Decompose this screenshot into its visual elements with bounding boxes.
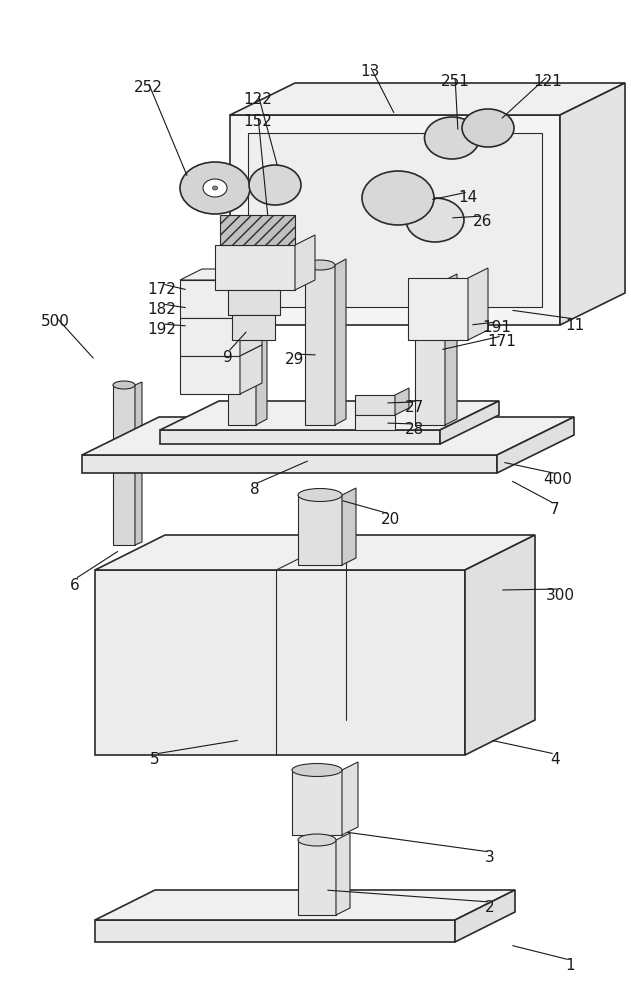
Polygon shape [248,133,542,307]
Polygon shape [180,356,240,394]
Polygon shape [180,318,240,356]
Polygon shape [445,274,457,425]
Text: 4: 4 [550,752,560,768]
Text: 6: 6 [70,578,80,592]
Polygon shape [560,83,625,325]
Text: 500: 500 [40,314,69,330]
Polygon shape [342,488,356,565]
Text: 251: 251 [440,75,469,90]
Ellipse shape [180,162,250,214]
Polygon shape [355,395,395,415]
Text: 2: 2 [485,900,495,916]
Text: 152: 152 [244,114,273,129]
Text: 7: 7 [550,502,560,518]
Polygon shape [95,920,455,942]
Polygon shape [135,382,142,545]
Polygon shape [342,762,358,835]
Text: 26: 26 [473,215,493,230]
Text: 14: 14 [458,190,478,206]
Ellipse shape [305,260,335,270]
Text: 11: 11 [565,318,585,332]
Polygon shape [230,115,560,325]
Text: 3: 3 [485,850,495,865]
Polygon shape [298,495,342,565]
Polygon shape [455,890,515,942]
Text: 192: 192 [148,322,177,338]
Polygon shape [95,890,515,920]
Polygon shape [82,417,574,455]
Text: 172: 172 [148,282,177,298]
Ellipse shape [406,198,464,242]
Ellipse shape [462,109,514,147]
Ellipse shape [298,488,342,502]
Polygon shape [230,83,625,115]
Text: 182: 182 [148,302,177,318]
Text: 29: 29 [285,353,305,367]
Polygon shape [240,269,262,318]
Polygon shape [232,315,275,340]
Polygon shape [295,235,315,290]
Polygon shape [220,215,295,245]
Ellipse shape [113,381,135,389]
Ellipse shape [362,171,434,225]
Polygon shape [465,535,535,755]
Polygon shape [228,290,280,315]
Polygon shape [335,259,346,425]
Text: 252: 252 [134,81,162,96]
Text: 191: 191 [483,320,512,336]
Text: 13: 13 [360,64,380,80]
Polygon shape [180,269,262,280]
Text: 9: 9 [223,351,233,365]
Polygon shape [240,307,262,356]
Polygon shape [408,278,468,340]
Ellipse shape [298,834,336,846]
Polygon shape [180,280,240,318]
Ellipse shape [249,165,301,205]
Text: 121: 121 [534,75,562,90]
Polygon shape [336,833,350,915]
Ellipse shape [292,764,342,776]
Polygon shape [95,535,535,570]
Polygon shape [95,570,465,755]
Polygon shape [298,840,336,915]
Polygon shape [440,401,499,444]
Polygon shape [113,385,135,545]
Text: 27: 27 [405,400,425,416]
Polygon shape [160,401,499,430]
Polygon shape [228,280,256,425]
Text: 171: 171 [488,334,516,350]
Polygon shape [82,455,497,473]
Text: 300: 300 [546,587,574,602]
Polygon shape [292,770,342,835]
Text: 20: 20 [380,512,399,528]
Text: 122: 122 [244,93,273,107]
Ellipse shape [213,186,218,190]
Text: 8: 8 [250,483,260,497]
Polygon shape [215,245,295,290]
Polygon shape [468,268,488,340]
Text: 1: 1 [565,958,575,972]
Ellipse shape [425,117,480,159]
Ellipse shape [203,179,227,197]
Text: 400: 400 [543,473,572,488]
Text: 5: 5 [150,752,160,768]
Text: 28: 28 [405,422,425,438]
Polygon shape [256,274,267,425]
Polygon shape [497,417,574,473]
Polygon shape [305,265,335,425]
Polygon shape [160,430,440,444]
Polygon shape [355,415,395,430]
Polygon shape [415,280,445,425]
Polygon shape [395,388,409,415]
Polygon shape [240,345,262,394]
